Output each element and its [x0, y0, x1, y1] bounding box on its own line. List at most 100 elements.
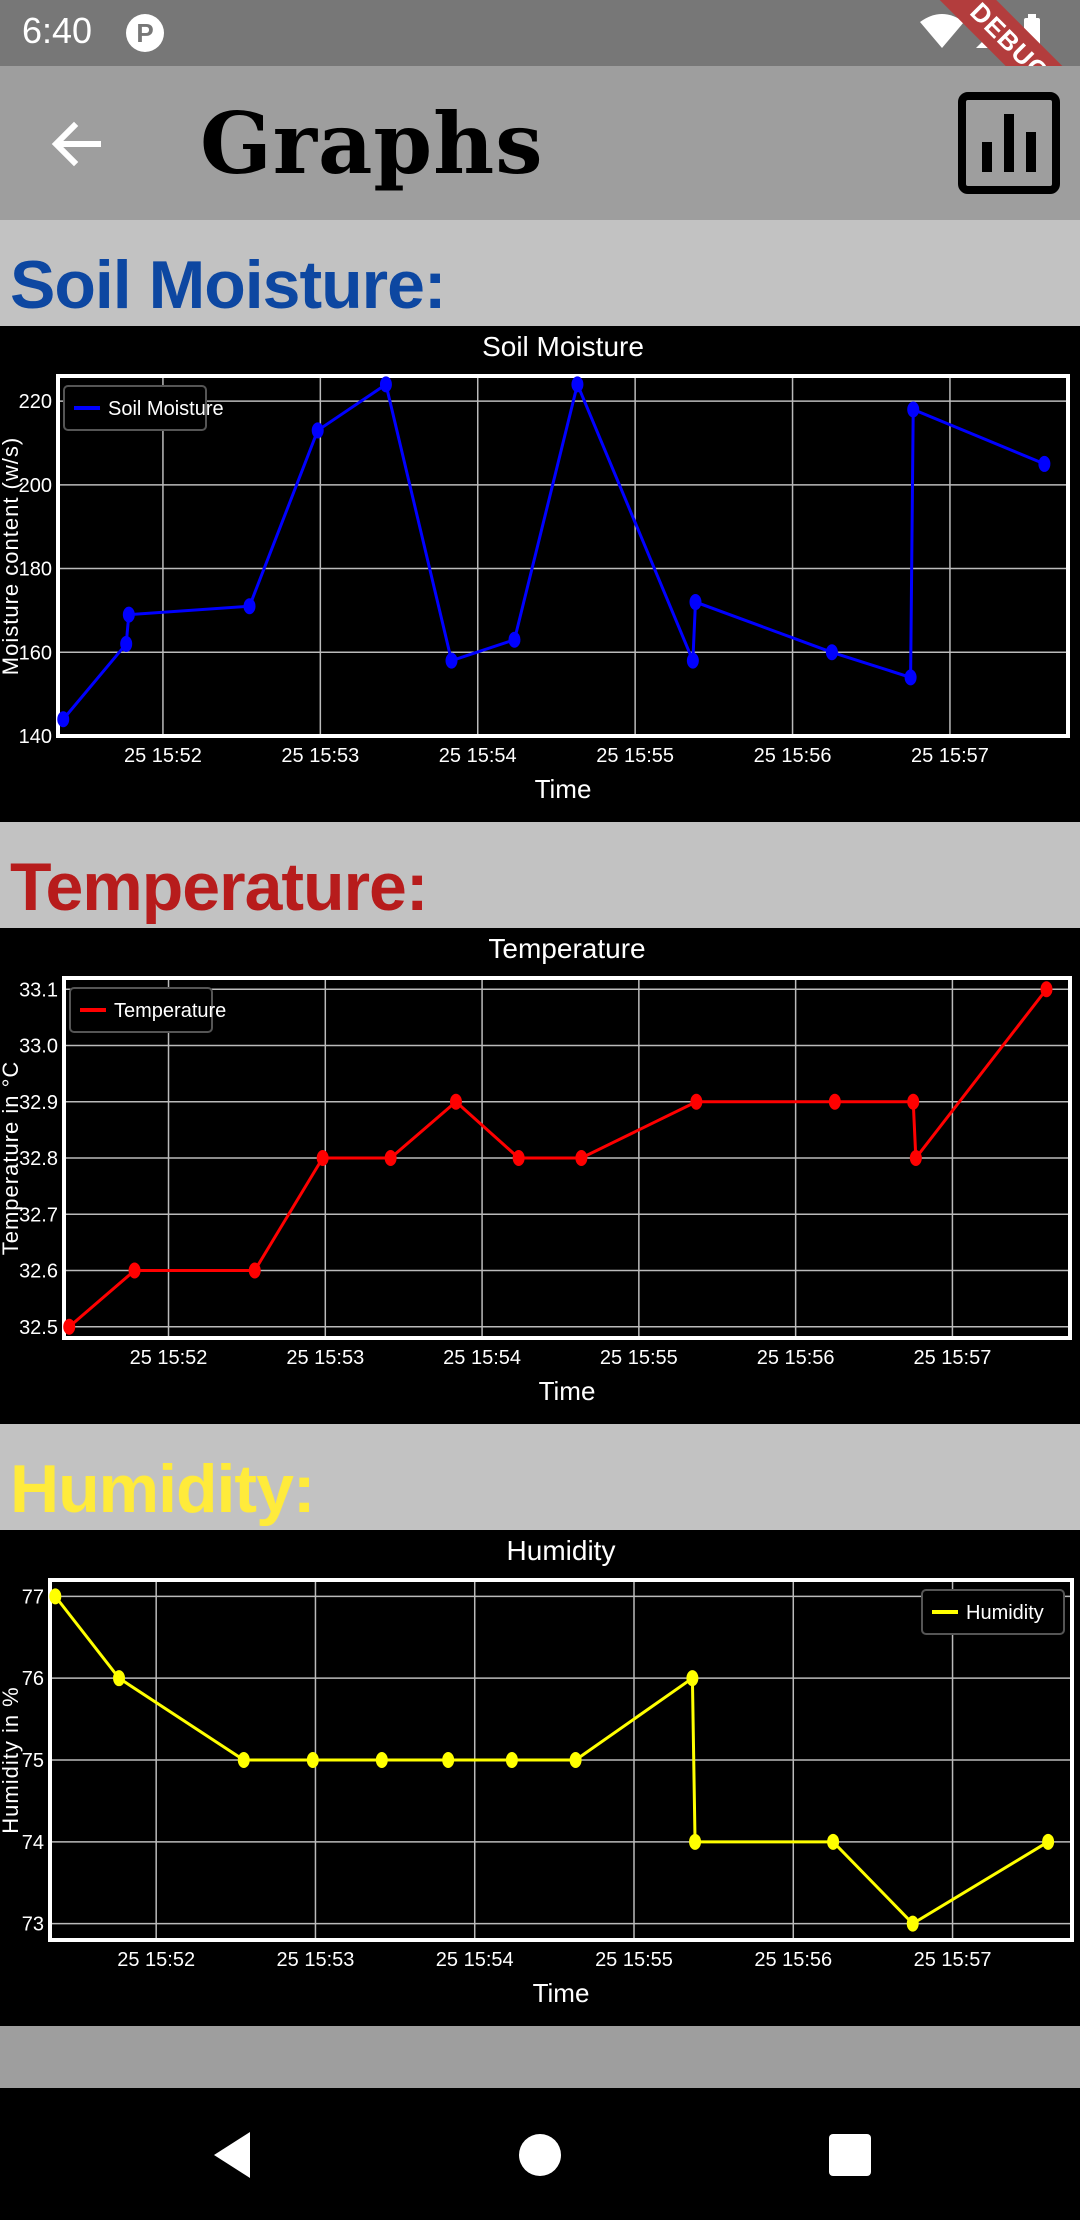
plot-frame — [56, 374, 1070, 738]
y-tick-label: 160 — [19, 642, 52, 664]
humidity-heading: Humidity: — [10, 1451, 316, 1527]
data-point — [505, 1752, 518, 1768]
data-point — [449, 1093, 462, 1110]
data-point — [575, 1150, 588, 1166]
wifi-icon — [920, 14, 964, 48]
bottom-spacer — [0, 2026, 1080, 2088]
x-tick-label: 25 15:56 — [754, 745, 832, 767]
chart-title: Humidity — [507, 1535, 616, 1566]
data-point — [686, 1670, 699, 1687]
soil-moisture-section: Soil Moisture: Soil Moisture 25 15:52 25 1… — [0, 220, 1080, 822]
data-point — [689, 1833, 702, 1850]
app-bar: Graphs — [0, 66, 1080, 220]
chart-title: Temperature — [488, 933, 645, 964]
x-tick-label: 25 15:52 — [117, 1949, 195, 1971]
data-point — [689, 594, 702, 611]
data-point — [122, 606, 135, 623]
x-axis-label: Time — [533, 1978, 590, 2008]
y-tick-label: 32.6 — [19, 1261, 58, 1283]
x-tick-label: 25 15:53 — [277, 1949, 355, 1971]
temperature-chart-svg: Temperature 25 15:52 25 15:53 25 15:54 25 15… — [0, 933, 1072, 1406]
nav-home-icon[interactable] — [505, 2120, 575, 2190]
data-point — [512, 1150, 525, 1166]
y-tick-label: 76 — [22, 1668, 44, 1690]
x-tick-label: 25 15:52 — [124, 745, 202, 767]
plot-frame — [48, 1578, 1074, 1942]
x-tick-label: 25 15:54 — [436, 1949, 514, 1971]
data-point — [128, 1262, 141, 1279]
data-point — [113, 1670, 126, 1687]
chart-title: Soil Moisture — [482, 331, 644, 362]
status-time: 6:40 — [22, 10, 93, 51]
data-point — [57, 711, 70, 728]
y-tick-label: 32.7 — [19, 1204, 58, 1226]
legend-label: Temperature — [114, 1000, 226, 1022]
temperature-header: Temperature: — [0, 822, 1080, 928]
nav-back-icon[interactable] — [200, 2120, 270, 2190]
y-tick-label: 33.1 — [19, 979, 58, 1001]
legend-label: Humidity — [966, 1602, 1044, 1624]
data-point — [442, 1752, 455, 1768]
data-point — [306, 1752, 319, 1768]
x-tick-label: 25 15:55 — [595, 1949, 673, 1971]
data-point — [827, 1833, 840, 1850]
data-point — [825, 644, 838, 661]
system-nav-bar — [0, 2088, 1080, 2220]
temperature-heading: Temperature: — [10, 849, 429, 925]
soil-moisture-chart-svg: Soil Moisture 25 15:52 25 15:53 25 15:54 25 … — [0, 331, 1070, 804]
data-point — [248, 1262, 261, 1279]
x-tick-label: 25 15:56 — [754, 1949, 832, 1971]
y-tick-label: 73 — [22, 1914, 44, 1936]
y-axis-label: Temperature in °C — [0, 1061, 23, 1256]
status-bar: 6:40 P DEBUG — [0, 0, 1080, 149]
x-tick-label: 25 15:52 — [130, 1347, 208, 1369]
temperature-section: Temperature: Temperature 25 15:52 25 15:53… — [0, 822, 1080, 1424]
y-tick-label: 33.0 — [19, 1036, 58, 1058]
data-point — [907, 401, 920, 418]
data-point — [384, 1150, 397, 1166]
legend-box — [69, 987, 213, 1033]
legend-box — [921, 1589, 1065, 1635]
y-tick-label: 200 — [19, 475, 52, 497]
x-tick-label: 25 15:55 — [596, 745, 674, 767]
data-point — [508, 631, 521, 648]
data-point — [906, 1915, 919, 1932]
legend-label: Soil Moisture — [108, 398, 224, 420]
x-tick-label: 25 15:57 — [913, 1347, 991, 1369]
y-tick-label: 32.8 — [19, 1148, 58, 1170]
y-tick-label: 74 — [22, 1832, 44, 1854]
x-axis-label: Time — [535, 774, 592, 804]
nav-recents-icon[interactable] — [815, 2120, 885, 2190]
bar-chart-icon[interactable] — [958, 92, 1060, 194]
soil-moisture-heading: Soil Moisture: — [10, 247, 447, 323]
legend-box — [63, 385, 207, 431]
x-tick-label: 25 15:54 — [443, 1347, 521, 1369]
data-point — [120, 635, 133, 652]
data-point — [237, 1752, 250, 1768]
humidity-header: Humidity: — [0, 1424, 1080, 1530]
data-point — [311, 422, 324, 439]
y-tick-label: 32.9 — [19, 1092, 58, 1114]
x-tick-label: 25 15:54 — [439, 745, 517, 767]
data-point — [379, 376, 392, 393]
y-tick-label: 77 — [22, 1586, 44, 1608]
data-point — [907, 1093, 920, 1110]
y-tick-label: 180 — [19, 559, 52, 581]
y-tick-label: 140 — [19, 726, 52, 748]
data-point — [445, 652, 458, 669]
arrow-back-icon[interactable] — [40, 108, 112, 180]
y-axis-label: Moisture content (w/s) — [0, 437, 23, 675]
humidity-chart-svg: Humidity 25 15:52 25 15:53 25 15:54 25 15:55… — [0, 1535, 1074, 2008]
x-tick-label: 25 15:53 — [281, 745, 359, 767]
humidity-chart: Humidity 25 15:52 25 15:53 25 15:54 25 15:55… — [0, 1530, 1080, 2026]
data-point — [904, 669, 917, 686]
soil-moisture-chart: Soil Moisture 25 15:52 25 15:53 25 15:54 25 … — [0, 326, 1080, 822]
data-point — [1038, 455, 1051, 472]
plot-frame — [62, 976, 1072, 1340]
data-point — [243, 598, 256, 615]
data-point — [686, 652, 699, 669]
page-title: Graphs — [200, 94, 544, 193]
y-tick-label: 32.5 — [19, 1317, 58, 1339]
y-axis-label: Humidity in % — [0, 1686, 23, 1833]
x-tick-label: 25 15:55 — [600, 1347, 678, 1369]
